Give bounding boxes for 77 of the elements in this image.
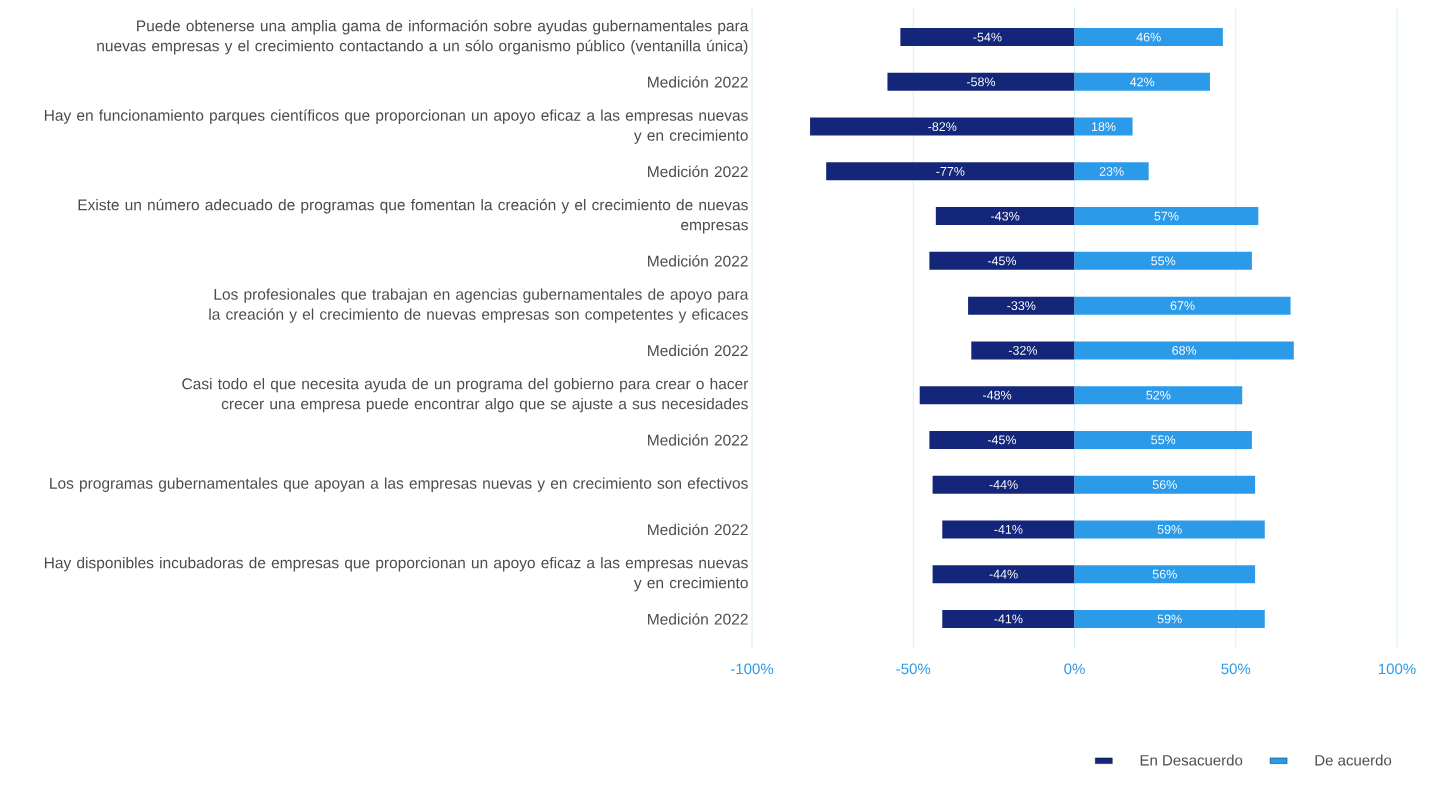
bar <box>1074 520 1265 539</box>
y-tick-label: Medición 2022 <box>648 613 748 625</box>
bar <box>1074 386 1243 405</box>
data-label: 57% <box>1154 211 1179 221</box>
y-tick-label: Los programas gubernamentales que apoyan a las empresas nuevas y en crecimiento son efectivos <box>50 477 748 492</box>
bar <box>1074 475 1256 494</box>
bar <box>971 341 1075 360</box>
data-label: 59% <box>1157 614 1182 624</box>
x-tick-label: 50% <box>1221 663 1251 675</box>
y-tick-label: Casi todo el que necesita ayuda de un programa del gobierno para crear o hacer crecer una empresa puede encontrar algo que se ajuste a sus necesidades <box>182 377 749 413</box>
bar <box>1074 117 1133 136</box>
bar <box>942 609 1075 628</box>
data-label: -45% <box>987 435 1017 445</box>
y-tick-label: Hay disponibles incubadoras de empresas que proporcionan un apoyo eficaz a las empresas nuevas y en crecimiento <box>44 556 748 592</box>
y-tick-label: Medición 2022 <box>648 344 748 357</box>
bar <box>1074 341 1294 360</box>
bar <box>1074 609 1265 628</box>
data-label: -43% <box>991 211 1020 221</box>
bar <box>929 430 1075 449</box>
data-label: 52% <box>1146 390 1171 400</box>
x-tick-label: -50% <box>896 663 931 675</box>
bar <box>1074 296 1291 315</box>
data-label: 42% <box>1130 77 1155 87</box>
y-tick-label: Medición 2022 <box>648 434 748 446</box>
data-label: -45% <box>987 256 1017 266</box>
bar <box>1074 28 1223 47</box>
data-label: -44% <box>989 480 1018 490</box>
bar <box>1074 207 1259 226</box>
data-label: -77% <box>936 166 965 176</box>
data-label: 46% <box>1136 32 1161 42</box>
data-label: -82% <box>928 122 957 132</box>
y-tick-label: Los profesionales que trabajan en agencias gubernamentales de apoyo para la creación y el crecimiento de nuevas empresas son competentes y eficaces <box>209 288 749 323</box>
bar <box>900 28 1075 47</box>
data-label: -48% <box>983 390 1012 400</box>
y-tick-label: Medición 2022 <box>648 523 748 536</box>
data-label: -58% <box>966 77 996 87</box>
y-tick-label: Medición 2022 <box>648 165 748 178</box>
data-label: -41% <box>994 525 1023 534</box>
y-tick-label: Medición 2022 <box>648 76 748 88</box>
data-label: 68% <box>1172 345 1197 355</box>
bar <box>887 72 1075 91</box>
data-label: -33% <box>1007 301 1036 311</box>
data-label: 56% <box>1152 480 1177 490</box>
bar <box>929 251 1075 270</box>
data-label: -32% <box>1008 345 1038 355</box>
bar <box>1074 162 1149 181</box>
data-label: -41% <box>994 614 1023 624</box>
data-label: -54% <box>973 32 1002 42</box>
data-label: 59% <box>1157 524 1182 534</box>
data-label: 67% <box>1170 301 1195 311</box>
bar <box>1074 72 1210 91</box>
legend-label: En Desacuerdo <box>1140 754 1243 766</box>
bar <box>935 207 1075 226</box>
data-label: -44% <box>989 569 1018 579</box>
bar <box>932 475 1075 494</box>
bar <box>1074 251 1252 270</box>
x-tick-label: 0% <box>1064 663 1085 675</box>
data-label: 18% <box>1091 122 1116 132</box>
bar <box>942 520 1075 539</box>
y-tick-label: Hay en funcionamiento parques científicos que proporcionan un apoyo eficaz a las empresas nuevas y en crecimiento <box>44 109 748 144</box>
bar <box>1074 430 1252 449</box>
bar <box>826 162 1075 181</box>
data-label: 55% <box>1151 435 1176 445</box>
bar <box>810 117 1075 136</box>
y-tick-label: Medición 2022 <box>648 255 748 267</box>
bar <box>932 565 1075 584</box>
bar <box>1074 565 1256 584</box>
bar <box>919 386 1075 405</box>
y-tick-label: Existe un número adecuado de programas que fomentan la creación y el crecimiento de nuevas empresas <box>78 198 748 234</box>
data-label: 56% <box>1152 569 1177 579</box>
legend-label: De acuerdo <box>1315 754 1392 766</box>
data-label: 55% <box>1151 256 1176 266</box>
y-tick-label: Puede obtenerse una amplia gama de información sobre ayudas gubernamentales para nuevas empresas y el crecimiento contactando a un sólo organismo público (ventanilla única) <box>97 19 749 55</box>
x-tick-label: 100% <box>1378 663 1416 675</box>
data-label: 23% <box>1099 166 1124 176</box>
x-tick-label: -100% <box>730 663 774 675</box>
bar <box>968 296 1075 315</box>
